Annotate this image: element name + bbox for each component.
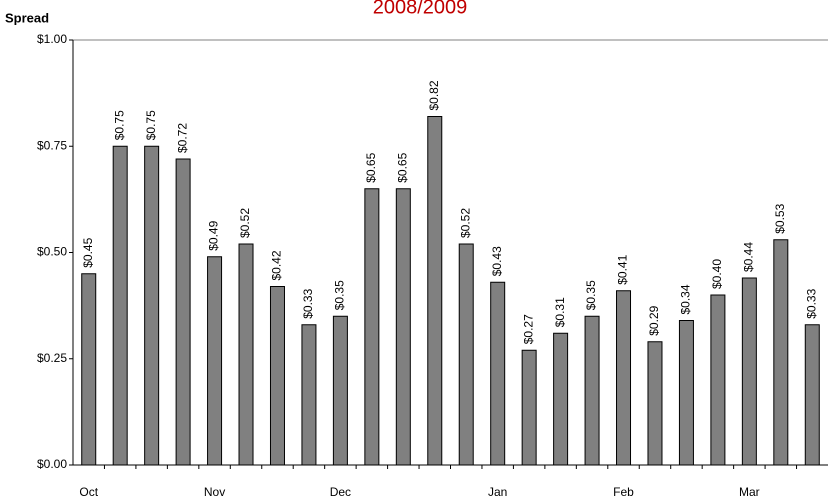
x-tick-label: Nov bbox=[204, 485, 225, 499]
value-label: $0.72 bbox=[175, 123, 189, 153]
bar bbox=[144, 145, 160, 466]
bar bbox=[616, 290, 632, 466]
bar bbox=[81, 273, 97, 466]
y-tick-label: $0.50 bbox=[37, 245, 67, 259]
value-label: $0.27 bbox=[521, 314, 535, 344]
y-axis-label: Spread bbox=[5, 10, 49, 25]
value-label: $0.43 bbox=[490, 246, 504, 276]
bar bbox=[804, 324, 820, 466]
x-tick-label: Dec bbox=[330, 485, 351, 499]
value-label: $0.75 bbox=[112, 110, 126, 140]
value-label: $0.33 bbox=[301, 288, 315, 318]
bar bbox=[207, 256, 223, 466]
value-label: $0.49 bbox=[207, 220, 221, 250]
bar bbox=[678, 320, 694, 466]
bar bbox=[332, 315, 348, 466]
value-label: $0.45 bbox=[81, 237, 95, 267]
value-label: $0.29 bbox=[647, 305, 661, 335]
bar bbox=[364, 188, 380, 466]
bar bbox=[175, 158, 191, 466]
x-tick-label: Feb bbox=[613, 485, 634, 499]
value-label: $0.75 bbox=[144, 110, 158, 140]
bar bbox=[269, 286, 285, 466]
bar bbox=[301, 324, 317, 466]
bar bbox=[521, 349, 537, 466]
bar bbox=[238, 243, 254, 466]
y-tick-label: $0.75 bbox=[37, 138, 67, 152]
value-label: $0.52 bbox=[238, 208, 252, 238]
value-label: $0.41 bbox=[616, 254, 630, 284]
bar bbox=[553, 332, 569, 466]
y-tick-label: $1.00 bbox=[37, 32, 67, 46]
bar bbox=[710, 294, 726, 466]
value-label: $0.44 bbox=[742, 242, 756, 272]
bar bbox=[458, 243, 474, 466]
value-label: $0.82 bbox=[427, 80, 441, 110]
bar bbox=[395, 188, 411, 466]
value-label: $0.65 bbox=[395, 152, 409, 182]
value-label: $0.34 bbox=[679, 284, 693, 314]
value-label: $0.33 bbox=[804, 288, 818, 318]
value-label: $0.40 bbox=[710, 259, 724, 289]
bar bbox=[427, 116, 443, 466]
x-tick-label: Jan bbox=[488, 485, 507, 499]
value-label: $0.35 bbox=[333, 280, 347, 310]
x-tick-label: Oct bbox=[79, 485, 98, 499]
bar bbox=[741, 277, 757, 466]
bar bbox=[773, 239, 789, 466]
value-label: $0.53 bbox=[773, 203, 787, 233]
y-tick-label: $0.00 bbox=[37, 457, 67, 471]
bar bbox=[112, 145, 128, 466]
bar bbox=[647, 341, 663, 466]
value-label: $0.31 bbox=[553, 297, 567, 327]
value-label: $0.42 bbox=[270, 250, 284, 280]
value-label: $0.65 bbox=[364, 152, 378, 182]
value-label: $0.35 bbox=[584, 280, 598, 310]
value-label: $0.52 bbox=[458, 208, 472, 238]
bar bbox=[584, 315, 600, 466]
chart-title: 2008/2009 bbox=[373, 0, 468, 18]
x-tick-label: Mar bbox=[739, 485, 760, 499]
y-tick-label: $0.25 bbox=[37, 351, 67, 365]
bar bbox=[490, 281, 506, 466]
